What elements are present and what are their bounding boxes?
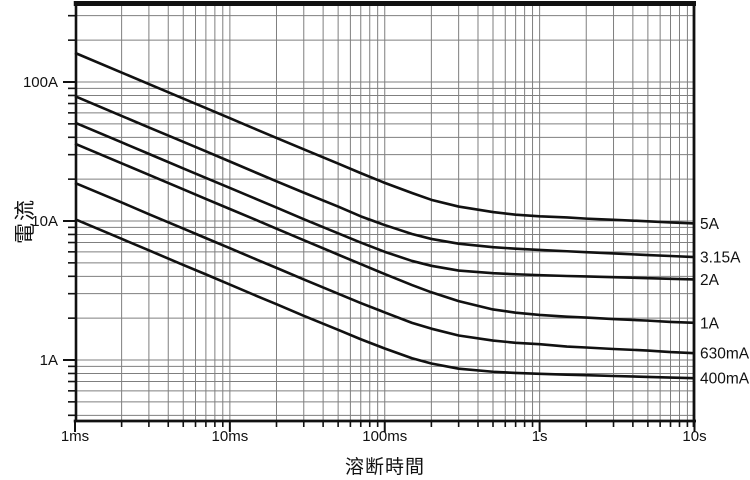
x-axis-title: 溶断時間 <box>344 457 425 478</box>
curve-3.15A <box>74 95 695 259</box>
curve-630mA <box>74 181 695 355</box>
curve-5A <box>74 51 695 225</box>
y-axis-title: 電流 <box>14 198 37 244</box>
y-tick-label-10A: 10A <box>31 213 58 230</box>
x-tick-label-10s: 10s <box>682 428 706 445</box>
y-tick-label-100A: 100A <box>23 74 58 91</box>
curve-1A <box>74 142 695 325</box>
curve-label-5A: 5A <box>700 216 720 233</box>
x-tick-label-1ms: 1ms <box>61 428 89 445</box>
curve-2A <box>74 121 695 281</box>
curve-label-1A: 1A <box>700 315 720 332</box>
x-tick-label-1s: 1s <box>532 428 548 445</box>
curve-label-3.15A: 3.15A <box>700 250 741 267</box>
curve-400mA <box>74 218 695 380</box>
curve-label-2A: 2A <box>700 272 720 289</box>
curve-label-630mA: 630mA <box>700 346 750 363</box>
y-tick-label-1A: 1A <box>40 352 58 369</box>
x-tick-label-10ms: 10ms <box>212 428 249 445</box>
curve-label-400mA: 400mA <box>700 371 750 388</box>
x-tick-label-100ms: 100ms <box>362 428 407 445</box>
